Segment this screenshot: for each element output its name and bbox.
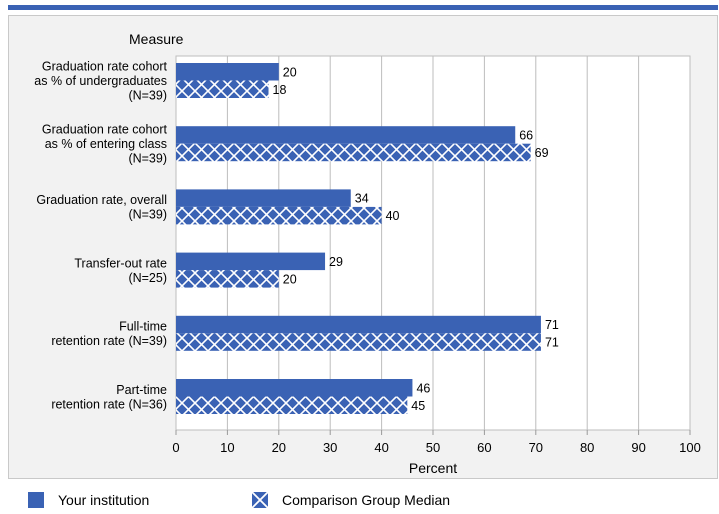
category-label: Graduation rate cohort as % of undergradu… [34, 60, 167, 103]
data-label: 71 [545, 336, 559, 350]
data-label: 45 [411, 399, 425, 413]
x-tick-label: 20 [272, 440, 286, 455]
category-label-line: Part-time [116, 383, 167, 397]
category-label-line: Graduation rate, overall [36, 193, 167, 207]
top-accent-bar [8, 5, 718, 10]
legend-label: Your institution [58, 492, 150, 508]
bar-your-institution [176, 379, 413, 397]
category-header: Measure [129, 31, 184, 47]
bar-comparison-median [176, 270, 279, 288]
legend-swatch-solid [28, 492, 44, 508]
x-tick-label: 10 [220, 440, 234, 455]
data-label: 29 [329, 255, 343, 269]
x-tick-label: 70 [529, 440, 543, 455]
category-label-line: as % of entering class [45, 137, 167, 151]
legend-swatch-hatched [252, 492, 268, 508]
category-label: Transfer-out rate (N=25) [74, 256, 167, 285]
x-axis-title: Percent [409, 460, 457, 476]
bar-comparison-median [176, 396, 408, 414]
x-tick-label: 80 [580, 440, 594, 455]
data-label: 18 [273, 83, 287, 97]
data-label: 20 [283, 272, 297, 286]
category-label-line: (N=39) [128, 208, 167, 222]
x-tick-label: 50 [426, 440, 440, 455]
data-label: 34 [355, 192, 369, 206]
category-label-line: Graduation rate cohort [42, 60, 168, 74]
x-tick-label: 40 [374, 440, 388, 455]
category-label-line: retention rate (N=39) [51, 334, 167, 348]
category-label-line: retention rate (N=36) [51, 397, 167, 411]
category-label-line: (N=39) [128, 89, 167, 103]
bar-your-institution [176, 126, 516, 144]
data-label: 66 [519, 128, 533, 142]
category-label-line: (N=39) [128, 152, 167, 166]
x-tick-label: 90 [631, 440, 645, 455]
x-tick-label: 60 [477, 440, 491, 455]
bar-your-institution [176, 63, 279, 81]
bar-your-institution [176, 189, 351, 207]
category-label: Part-time retention rate (N=36) [51, 383, 167, 412]
bar-your-institution [176, 315, 541, 334]
category-label-line: Graduation rate cohort [42, 123, 168, 137]
category-label: Graduation rate cohort as % of entering c… [42, 123, 168, 166]
category-label-line: as % of undergraduates [34, 74, 167, 88]
data-label: 69 [535, 146, 549, 160]
legend-label: Comparison Group Median [282, 492, 451, 508]
category-label-line: (N=25) [128, 271, 167, 285]
legend-item-your-institution: Your institution [28, 490, 149, 510]
legend-item-comparison-median: Comparison Group Median [252, 490, 450, 510]
category-label-line: Full-time [119, 320, 167, 334]
bar-your-institution [176, 252, 326, 271]
category-label: Graduation rate, overall (N=39) [36, 193, 167, 222]
data-label: 20 [283, 65, 297, 79]
bar-comparison-median [176, 143, 531, 162]
bar-comparison-median [176, 206, 382, 225]
x-tick-label: 100 [679, 440, 701, 455]
data-label: 40 [386, 209, 400, 223]
data-label: 71 [545, 318, 559, 332]
bar-comparison-median [176, 80, 269, 98]
bar-comparison-median [176, 333, 541, 351]
category-label-line: Transfer-out rate [74, 256, 167, 270]
x-tick-label: 0 [172, 440, 179, 455]
category-label: Full-time retention rate (N=39) [51, 320, 167, 349]
x-tick-label: 30 [323, 440, 337, 455]
data-label: 46 [416, 381, 430, 395]
